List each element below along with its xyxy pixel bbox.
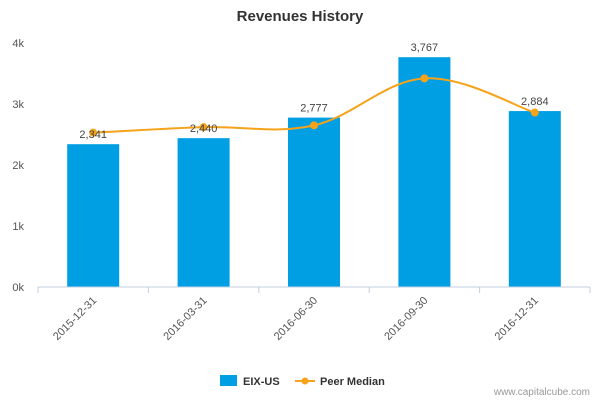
data-labels: 2,341 2,440 2,777 3,767 2,884 bbox=[79, 42, 548, 141]
y-tick-label: 3k bbox=[12, 99, 24, 111]
x-axis: 2015-12-31 2016-03-31 2016-06-30 2016-09-30… bbox=[37, 286, 591, 343]
bar bbox=[398, 57, 451, 288]
legend-swatch-peer-dot bbox=[301, 377, 309, 385]
x-tick-label: 2016-09-30 bbox=[382, 295, 430, 343]
legend-swatch-eix bbox=[220, 375, 237, 386]
y-tick-label: 1k bbox=[12, 221, 24, 233]
bar-data-label: 2,341 bbox=[79, 129, 107, 141]
legend[interactable]: EIX-US Peer Median bbox=[220, 375, 385, 388]
x-tick-label: 2016-03-31 bbox=[161, 295, 209, 343]
y-axis: 0k 1k 2k 3k 4k bbox=[12, 38, 24, 294]
bar bbox=[288, 117, 340, 287]
bar-data-label: 2,440 bbox=[190, 123, 218, 135]
x-tick-label: 2015-12-31 bbox=[51, 295, 99, 343]
x-tick-label: 2016-12-31 bbox=[493, 295, 541, 343]
chart-title: Revenues History bbox=[237, 8, 364, 25]
y-tick-label: 2k bbox=[12, 160, 24, 172]
bar-series bbox=[67, 57, 561, 288]
bar-data-label: 2,777 bbox=[300, 103, 328, 115]
bar bbox=[67, 144, 120, 287]
peer-median-point bbox=[530, 108, 539, 117]
bar bbox=[177, 138, 230, 287]
y-tick-label: 0k bbox=[12, 282, 24, 294]
peer-median-point bbox=[420, 74, 429, 83]
bar-data-label: 3,767 bbox=[411, 42, 439, 54]
peer-median-point bbox=[89, 128, 98, 137]
x-tick-label: 2016-06-30 bbox=[272, 295, 320, 343]
legend-label-peer: Peer Median bbox=[320, 376, 385, 388]
peer-median-point bbox=[199, 123, 208, 132]
y-tick-label: 4k bbox=[12, 38, 24, 50]
credit-text: www.capitalcube.com bbox=[493, 387, 590, 398]
bar-data-label: 2,884 bbox=[521, 96, 549, 108]
bar bbox=[508, 111, 561, 288]
peer-median-point bbox=[310, 121, 318, 130]
peer-median-series bbox=[89, 74, 539, 137]
legend-label-eix: EIX-US bbox=[243, 376, 280, 388]
